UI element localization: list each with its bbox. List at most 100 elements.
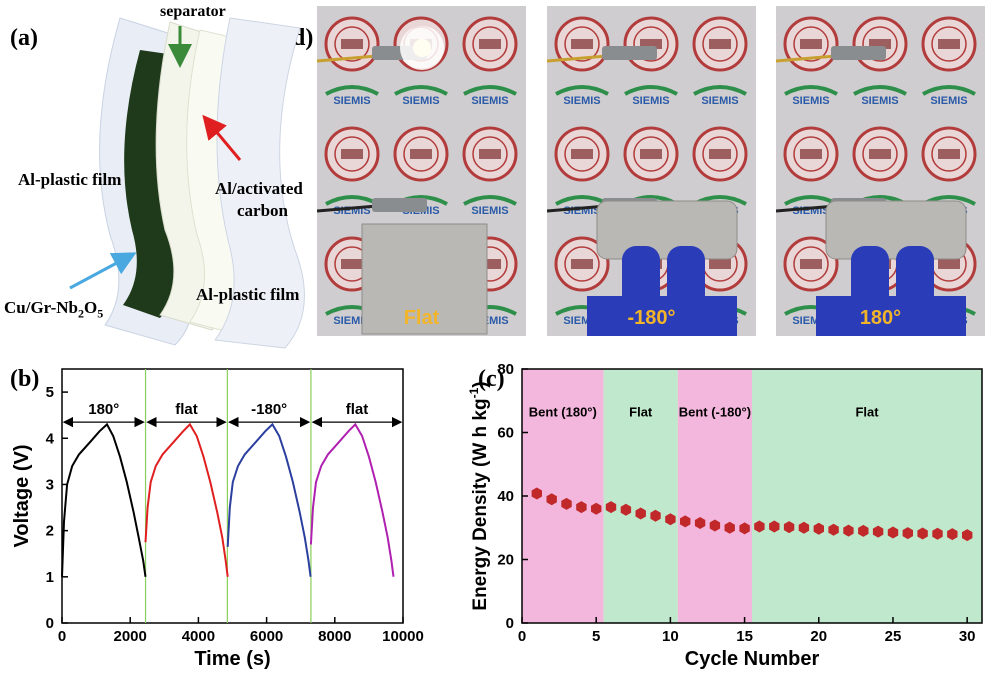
seal-center-mark (709, 39, 731, 49)
chart-b-ytick-label: 5 (46, 384, 54, 401)
chart-c-data-point (650, 509, 661, 522)
panel-label-b: (b) (10, 366, 40, 392)
wire-top (317, 54, 378, 63)
logo-swoosh (922, 85, 976, 96)
seal-inner-ring (472, 136, 508, 172)
chart-c-data-point (769, 520, 780, 533)
logo-text: SIEMIS (471, 95, 508, 107)
chart-c-ytick-label: 0 (506, 615, 514, 632)
chart-c-region-label: Bent (-180°) (679, 405, 751, 420)
al-plastic-film-right-layer (214, 17, 305, 349)
panel-label-c: (c) (478, 366, 505, 392)
chart-c-region (752, 369, 982, 623)
seal-emblem (324, 126, 380, 182)
chart-c-data-point (813, 522, 824, 535)
wire-bottom (776, 204, 837, 213)
photo-neg180-caption: -180° (627, 307, 676, 329)
logo-text: SIEMIS (402, 95, 439, 107)
logo-swoosh (463, 85, 517, 96)
logo-swoosh (693, 85, 747, 96)
seal-emblem (783, 236, 839, 292)
chart-c-data-point (709, 519, 721, 532)
seal-center-mark (938, 259, 960, 269)
siemis-logo: SIEMIS (784, 85, 838, 107)
chart-c-data-point (665, 513, 676, 526)
seal-inner-ring (564, 136, 600, 172)
logo-swoosh (325, 85, 379, 96)
seal-center-mark (709, 259, 731, 269)
logo-text: SIEMIS (333, 95, 370, 107)
seal-emblem (623, 16, 679, 72)
seal-center-mark (938, 149, 960, 159)
seal-emblem (623, 126, 679, 182)
seal-emblem (921, 126, 977, 182)
seal-emblem (393, 126, 449, 182)
label-al-plastic-film-left: Al-plastic film (18, 170, 122, 189)
photo-flat: SIEMIS SIEMIS SIEMIS SIEMIS SIEMIS SIEMIS SIEM… (317, 6, 526, 336)
chart-b-ytick-label: 1 (46, 569, 54, 586)
chart-c-xtick-label: 5 (592, 628, 600, 645)
seal-emblem (921, 16, 977, 72)
seal-inner-ring (472, 26, 508, 62)
electrode-arrow (69, 252, 137, 290)
chart-c-data-point (962, 529, 973, 542)
seal-center-mark (800, 259, 822, 269)
logo-swoosh (624, 85, 678, 96)
chart-c-data-point (947, 528, 958, 541)
chart-c-data-point (591, 502, 602, 515)
chart-c-data-point (561, 497, 572, 510)
chart-b-xtick-label: 2000 (114, 628, 147, 645)
chart-c-region-label: Flat (855, 405, 879, 420)
seal-center-mark (709, 149, 731, 159)
chart-c-data-point (872, 525, 884, 538)
seal-emblem (692, 16, 748, 72)
chart-c-data-point (635, 507, 646, 520)
panel-label-a: (a) (10, 25, 38, 51)
seal-center-mark (479, 259, 501, 269)
photo-flat-caption: Flat (403, 307, 440, 329)
seal-emblem (462, 126, 518, 182)
seal-center-mark (479, 39, 501, 49)
chart-c-data-point (932, 527, 943, 540)
seal-center-mark (341, 149, 363, 159)
chart-c-region-label: Flat (629, 405, 653, 420)
chart-b-annotation: 180° (88, 401, 119, 418)
photo-180-scene: SIEMISSIEMISSIEMISSIEMISSIEMISSIEMISSIEM… (776, 6, 985, 336)
siemis-logo: SIEMIS (325, 85, 379, 107)
chart-c-data-point (739, 522, 750, 535)
carbon-arrow (202, 114, 242, 161)
chart-c-ylabel-main: Energy Density (W h kg (470, 398, 491, 610)
seal-inner-ring (793, 136, 829, 172)
siemis-logo: SIEMIS (624, 85, 678, 107)
chart-c-data-point (546, 493, 557, 506)
seal-inner-ring (931, 136, 967, 172)
chart-b-annotation: flat (175, 401, 198, 418)
glove-hand (816, 296, 966, 336)
chart-b-ylabel: Voltage (V) (11, 445, 33, 548)
siemis-logo: SIEMIS (463, 195, 517, 217)
seal-center-mark (341, 259, 363, 269)
photo-neg180-scene: SIEMISSIEMISSIEMISSIEMISSIEMISSIEMISSIEM… (547, 6, 756, 336)
alligator-clip-top (602, 46, 657, 60)
label-o-text: O (84, 298, 98, 317)
seal-center-mark (640, 39, 662, 49)
seal-inner-ring (334, 136, 370, 172)
label-cu-gr-nb2o5: Cu/Gr-Nb2O5 (4, 298, 103, 321)
wire-top (547, 54, 608, 63)
alligator-clip-top (831, 46, 886, 60)
seal-inner-ring (564, 246, 600, 282)
chart-c-data-point (798, 521, 810, 534)
chart-c-data-point (680, 515, 691, 528)
seal-emblem (554, 16, 610, 72)
chart-c-data-point (887, 526, 899, 539)
label-al-activated-line2: carbon (237, 201, 288, 220)
chart-c-data-point (620, 503, 632, 516)
seal-emblem (554, 126, 610, 182)
seal-inner-ring (702, 136, 738, 172)
chart-c-data-point (843, 524, 854, 537)
chart-b-xlabel: Time (s) (194, 648, 270, 670)
seal-emblem (554, 236, 610, 292)
logo-swoosh (784, 85, 838, 96)
chart-c-data-point (902, 527, 913, 540)
